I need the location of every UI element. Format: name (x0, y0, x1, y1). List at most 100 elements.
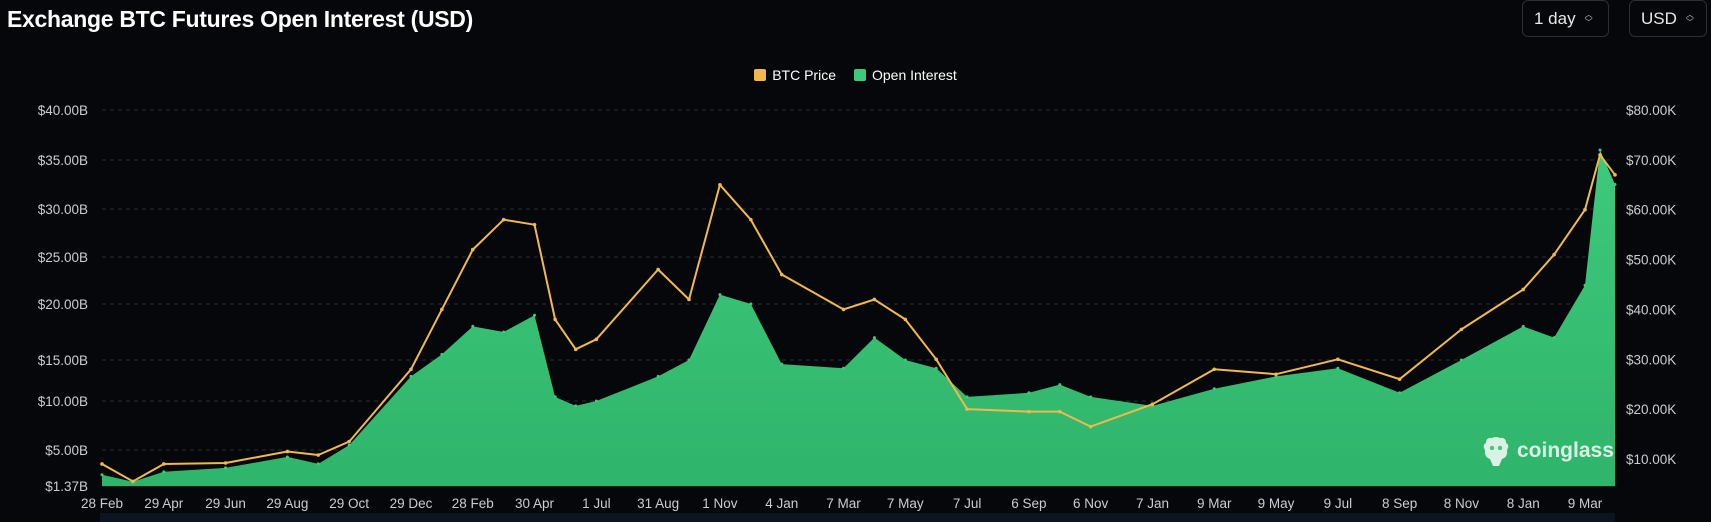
btc-price-point (1336, 357, 1340, 362)
open-interest-point (100, 473, 104, 477)
open-interest-point (1459, 358, 1463, 362)
right-y-tick-label: $70.00K (1626, 153, 1676, 168)
x-tick-label: 4 Jan (765, 496, 798, 511)
open-interest-point (1089, 395, 1093, 399)
btc-price-point (779, 272, 784, 277)
left-y-tick-label: $10.00B (38, 394, 88, 409)
open-interest-point (1552, 336, 1556, 340)
open-interest-point (502, 330, 506, 334)
btc-price-point (1088, 424, 1093, 429)
btc-price-point (100, 462, 104, 466)
open-interest-point (965, 395, 969, 399)
x-tick-label: 29 Jun (205, 496, 246, 511)
btc-price-point (594, 337, 599, 342)
btc-price-point (1397, 377, 1402, 382)
open-interest-point (872, 336, 876, 340)
left-y-tick-label: $30.00B (38, 202, 88, 217)
btc-price-point (1057, 409, 1062, 414)
updown-chevron-icon: ︿ ﹀ (1584, 9, 1593, 27)
open-interest-area (102, 150, 1615, 486)
open-interest-point (842, 366, 845, 370)
open-interest-point (553, 395, 557, 399)
x-tick-label: 28 Feb (81, 496, 123, 511)
x-tick-label: 1 Jul (582, 496, 611, 511)
btc-price-point (1459, 327, 1464, 332)
right-y-axis: $10.00K $20.00K $30.00K $40.00K $50.00K $60.0… (1626, 103, 1676, 467)
x-tick-label: 29 Apr (144, 496, 184, 511)
open-interest-point (471, 324, 475, 328)
left-y-tick-label: $25.00B (38, 250, 88, 265)
x-tick-label: 9 Mar (1197, 496, 1232, 511)
open-interest-point (687, 358, 691, 362)
btc-price-point (409, 367, 413, 372)
btc-price-point (965, 407, 969, 411)
open-interest-point (440, 352, 444, 356)
open-interest-point (1613, 183, 1617, 186)
open-interest-point (780, 362, 784, 366)
range-scrollbar[interactable] (100, 513, 1615, 522)
btc-price-point (841, 307, 846, 312)
x-tick-label: 7 Jul (953, 496, 982, 511)
interval-select-value: 1 day (1534, 8, 1576, 28)
btc-price-point (718, 182, 722, 187)
btc-price-point (1212, 367, 1217, 372)
btc-price-point (440, 307, 444, 312)
x-axis: 28 Feb 29 Apr 29 Jun 29 Aug 29 Oct 29 Dec 28 F… (81, 496, 1603, 511)
open-interest-point (409, 374, 413, 378)
interval-select[interactable]: 1 day ︿ ﹀ (1522, 0, 1609, 37)
open-interest-point (1336, 366, 1340, 370)
btc-price-point (573, 347, 578, 352)
open-interest-point (934, 366, 938, 370)
left-y-tick-label: $5.00B (45, 443, 88, 458)
x-tick-label: 6 Nov (1073, 496, 1109, 511)
left-y-tick-label: $20.00B (38, 297, 88, 312)
x-tick-label: 8 Nov (1444, 496, 1480, 511)
right-y-tick-label: $40.00K (1626, 302, 1676, 317)
open-interest-point (656, 374, 660, 378)
btc-price-point (131, 479, 135, 484)
x-tick-label: 7 May (887, 496, 924, 511)
btc-price-point (749, 217, 753, 222)
open-interest-point (1398, 391, 1402, 395)
x-tick-label: 9 Mar (1568, 496, 1603, 511)
btc-price-point (1552, 252, 1556, 257)
coinglass-watermark: coinglass (1481, 435, 1614, 467)
open-interest-point (1583, 283, 1587, 287)
open-interest-point (347, 443, 351, 447)
legend-swatch-btc-price (754, 69, 767, 81)
btc-price-point (553, 317, 557, 322)
btc-price-point (501, 217, 506, 222)
open-interest-point (574, 404, 578, 408)
left-y-tick-label: $1.37B (45, 479, 88, 494)
x-tick-label: 29 Aug (266, 496, 308, 511)
x-tick-label: 9 May (1258, 496, 1295, 511)
coinglass-logo-icon (1483, 437, 1509, 466)
x-tick-label: 7 Mar (826, 496, 861, 511)
series-points (100, 148, 1617, 484)
x-tick-label: 30 Apr (515, 496, 555, 511)
currency-select[interactable]: USD ︿ ﹀ (1629, 0, 1707, 37)
open-interest-point (594, 399, 598, 403)
left-y-tick-label: $15.00B (38, 353, 88, 368)
chart-legend: BTC Price Open Interest (0, 67, 1711, 83)
open-interest-point (718, 293, 722, 297)
open-interest-point (224, 466, 228, 470)
legend-item-btc-price[interactable]: BTC Price (754, 67, 836, 83)
x-tick-label: 1 Nov (702, 496, 738, 511)
btc-price-point (1150, 402, 1155, 406)
legend-swatch-open-interest (853, 69, 866, 81)
x-tick-label: 7 Jan (1136, 496, 1169, 511)
right-y-tick-label: $50.00K (1626, 253, 1676, 268)
right-y-tick-label: $80.00K (1626, 103, 1676, 118)
open-interest-point (162, 470, 166, 474)
right-y-tick-label: $10.00K (1626, 452, 1676, 467)
page-title: Exchange BTC Futures Open Interest (USD) (7, 6, 473, 32)
currency-select-value: USD (1641, 8, 1677, 28)
x-tick-label: 29 Dec (390, 496, 433, 511)
legend-item-open-interest[interactable]: Open Interest (853, 67, 957, 83)
x-tick-label: 8 Sep (1382, 496, 1417, 511)
watermark-text: coinglass (1517, 439, 1614, 462)
x-tick-label: 8 Jan (1507, 496, 1540, 511)
open-interest-point (749, 302, 753, 306)
